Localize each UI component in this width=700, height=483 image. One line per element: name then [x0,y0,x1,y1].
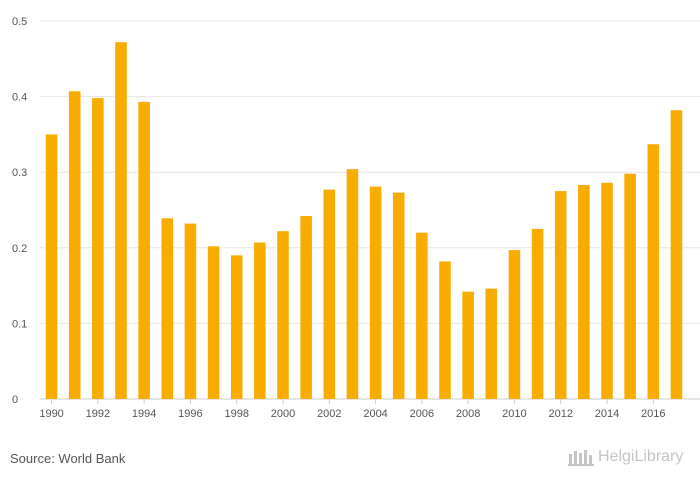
x-tick-label: 2012 [548,408,572,420]
y-tick-label: 0.1 [12,318,27,330]
bar-2002[interactable] [323,189,336,399]
bar-2009[interactable] [485,288,498,399]
bar-1999[interactable] [254,242,266,399]
x-tick-label: 2002 [317,408,341,420]
bar-2014[interactable] [601,182,613,399]
y-tick-label: 0.4 [12,92,27,104]
x-tick-label: 2008 [456,408,480,420]
y-axis-ticks: 0 0.1 0.2 0.3 0.4 0.5 [12,16,27,406]
bar-2011[interactable] [531,228,544,399]
helgi-library-icon [568,448,594,466]
logo-text: HelgiLibrary [598,448,684,465]
bar-1996[interactable] [184,223,197,399]
x-tick-label: 1990 [39,408,63,420]
bar-1994[interactable] [138,101,150,399]
bar-chart: 0 0.1 0.2 0.3 0.4 0.5 1990 1992 1994 1996 1998 200… [12,16,700,420]
source-note: Source: World Bank [10,451,126,466]
x-tick-label: 2000 [271,408,295,420]
bar-2006[interactable] [416,232,428,399]
bar-1992[interactable] [92,98,104,399]
helgi-library-logo[interactable]: HelgiLibrary [568,448,683,466]
x-tick-label: 2006 [410,408,434,420]
bar-1995[interactable] [161,218,174,399]
bar-2000[interactable] [277,231,289,399]
y-tick-label: 0.2 [12,243,27,255]
x-axis-ticks: 1990 1992 1994 1996 1998 2000 2002 2004 2006 2008… [39,399,666,420]
bar-2015[interactable] [624,173,636,399]
x-tick-label: 2010 [502,408,526,420]
bar-2008[interactable] [462,291,474,399]
x-tick-label: 1992 [86,408,110,420]
bar-1998[interactable] [230,255,243,399]
bar-2005[interactable] [392,192,405,399]
x-tick-label: 2014 [595,408,619,420]
x-tick-label: 2016 [641,408,665,420]
bar-2017[interactable] [670,110,683,399]
bar-1997[interactable] [207,246,220,399]
x-tick-label: 1994 [132,408,156,420]
x-tick-label: 1998 [224,408,248,420]
bar-2001[interactable] [300,216,312,399]
bar-2012[interactable] [554,191,567,399]
bar-1990[interactable] [45,134,58,399]
x-tick-label: 2004 [363,408,387,420]
y-tick-label: 0 [12,394,18,406]
bar-2007[interactable] [439,261,451,399]
bar-1991[interactable] [68,91,81,400]
bar-2010[interactable] [508,250,521,399]
bar-2004[interactable] [369,186,382,399]
bar-2016[interactable] [647,144,660,399]
y-tick-label: 0.3 [12,167,27,179]
y-tick-label: 0.5 [12,16,27,28]
x-tick-label: 1996 [178,408,202,420]
bar-2003[interactable] [346,169,359,399]
bar-1993[interactable] [115,42,127,399]
bars [45,42,683,400]
bar-2013[interactable] [578,185,590,399]
